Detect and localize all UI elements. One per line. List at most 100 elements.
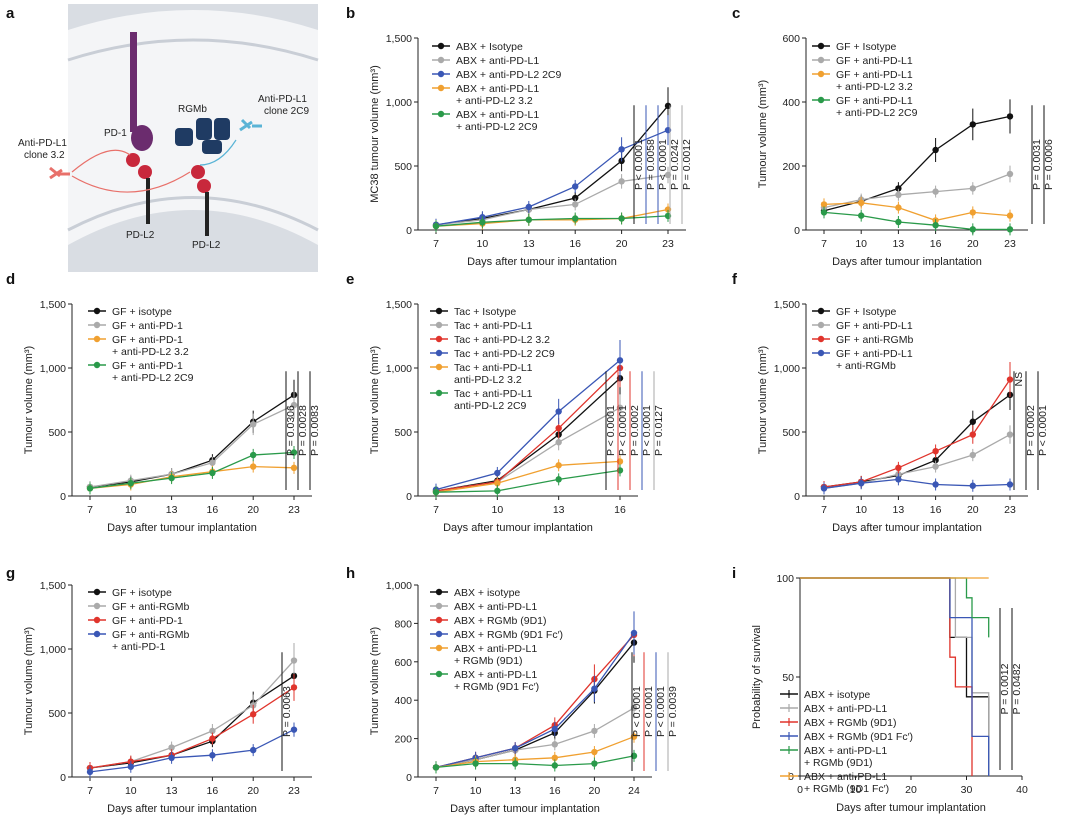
legend-label-e: anti-PD-L2 3.2 <box>454 374 522 386</box>
pvalue-label-d: P = 0.0306 <box>285 405 297 456</box>
panel-f-chart: f 0 500 1,000 1,500 7 10 13 16 20 23 Days after tum… <box>732 271 1049 534</box>
legend-label-g: + anti-PD-1 <box>112 641 166 653</box>
y-tick-label-g: 1,500 <box>40 580 66 592</box>
legend-label-e: anti-PD-L2 2C9 <box>454 400 527 412</box>
series-line-b-2 <box>435 129 669 226</box>
data-point-d <box>250 451 257 459</box>
y-tick-label-d: 1,000 <box>40 363 66 375</box>
data-point-g <box>86 768 94 776</box>
data-point-b <box>618 146 625 153</box>
series-line-c-1 <box>823 173 1011 209</box>
antibody-left-label-line2: clone 3.2 <box>24 150 65 161</box>
data-point-c <box>932 222 939 229</box>
legend-label-c: GF + anti-PD-L1 <box>836 69 913 81</box>
legend-label-i: + RGMb (9D1 Fc′) <box>804 783 889 795</box>
data-point-h <box>630 629 638 637</box>
x-tick-label-c: 16 <box>930 238 942 250</box>
legend-swatch-dot-c <box>817 42 825 50</box>
x-tick-label-c: 10 <box>855 238 867 250</box>
legend-label-e: Tac + Isotype <box>454 306 516 318</box>
rgmb-block-1 <box>175 128 193 146</box>
x-tick-label-f: 13 <box>893 504 905 516</box>
series-line-g-2 <box>89 686 295 769</box>
y-axis-title-i: Probability of survival <box>751 625 763 729</box>
data-point-f <box>1006 431 1014 438</box>
pvalue-label-b: P < 0.0001 <box>633 139 645 190</box>
data-point-h <box>432 764 440 771</box>
data-point-c <box>969 209 976 216</box>
series-line-h-5 <box>435 755 635 769</box>
pdl2-right-stalk <box>205 192 209 236</box>
legend-swatch-dot-e <box>435 349 443 357</box>
pvalue-label-h: P < 0.0001 <box>631 686 643 737</box>
series-line-e-4 <box>435 460 621 493</box>
legend-label-f: + anti-RGMb <box>836 360 896 372</box>
legend-swatch-dot-h <box>435 670 443 678</box>
legend-swatch-dot-f <box>817 321 825 329</box>
legend-label-e: Tac + anti-PD-L2 2C9 <box>454 348 555 360</box>
y-tick-label-h: 0 <box>406 772 412 784</box>
y-tick-label-g: 0 <box>60 772 66 784</box>
legend-label-d: GF + anti-PD-1 <box>112 334 183 346</box>
data-point-g <box>209 735 216 742</box>
data-point-f <box>969 482 976 489</box>
series-line-f-0 <box>823 394 1011 488</box>
data-point-c <box>969 185 976 192</box>
series-line-e-5 <box>435 469 621 493</box>
data-point-e <box>555 476 562 483</box>
membrane-bottom-edge <box>67 196 319 232</box>
data-point-c <box>858 212 865 219</box>
x-tick-label-h: 24 <box>628 785 640 797</box>
data-point-e <box>555 439 562 446</box>
series-line-c-0 <box>823 115 1011 212</box>
y-tick-label-g: 500 <box>48 708 66 720</box>
x-tick-label-i: 30 <box>961 784 973 796</box>
panel-g-chart: g 0 500 1,000 1,500 7 10 13 16 20 23 Days after tum… <box>6 565 312 815</box>
legend-swatch-dot-d <box>93 307 101 315</box>
panel-d-chart: d 0 500 1,000 1,500 7 10 13 16 20 23 Days after tum… <box>6 271 321 534</box>
legend-label-c: GF + anti-PD-L1 <box>836 95 913 107</box>
y-tick-label-i: 100 <box>776 573 794 585</box>
x-axis-title-h: Days after tumour implantation <box>450 803 600 815</box>
data-point-h <box>551 762 558 769</box>
x-tick-label-b: 16 <box>569 238 581 250</box>
data-point-e <box>555 462 562 469</box>
y-tick-label-d: 500 <box>48 427 66 439</box>
pvalue-label-e: P < 0.0001 <box>617 405 629 456</box>
data-point-h <box>472 760 479 767</box>
x-axis-title-i: Days after tumour implantation <box>836 802 986 814</box>
legend-label-g: GF + isotype <box>112 587 172 599</box>
data-point-h <box>551 725 558 733</box>
data-point-h <box>551 741 558 748</box>
legend-label-i: ABX + anti-PD-L1 <box>804 703 887 715</box>
data-point-g <box>168 754 175 761</box>
arrow-2c9-to-pdl2 <box>199 139 237 166</box>
panel-e-chart: e 0 500 1,000 1,500 7 10 13 16 Days after tumour … <box>346 271 665 534</box>
y-tick-label-f: 1,500 <box>774 299 800 311</box>
pvalue-label-b: P = 0.0058 <box>645 139 657 190</box>
x-tick-label-h: 16 <box>549 785 561 797</box>
legend-swatch-dot-e <box>435 307 443 315</box>
series-line-b-4 <box>435 215 669 227</box>
legend-swatch-dot-e <box>435 389 443 397</box>
data-point-f <box>1006 481 1014 488</box>
y-tick-label-h: 1,000 <box>386 580 412 592</box>
legend-label-h: ABX + anti-PD-L1 <box>454 601 537 613</box>
legend-swatch-dot-h <box>435 602 443 610</box>
panel-label-c: c <box>732 5 740 22</box>
pdl2-right-head-2 <box>197 179 211 193</box>
legend-label-b: ABX + anti-PD-L1 <box>456 109 539 121</box>
pvalue-label-e: P = 0.0002 <box>629 405 641 456</box>
x-tick-label-f: 7 <box>821 504 827 516</box>
x-axis-title-f: Days after tumour implantation <box>832 522 982 534</box>
data-point-g <box>168 744 175 751</box>
data-point-b <box>525 216 532 223</box>
pvalue-label-h: P < 0.0001 <box>655 686 667 737</box>
legend-label-d: + anti-PD-L2 2C9 <box>112 372 194 384</box>
data-point-g <box>250 746 257 754</box>
y-tick-label-d: 0 <box>60 491 66 503</box>
legend-swatch-dot-c <box>817 56 825 64</box>
legend-swatch-dot-g <box>93 588 101 596</box>
legend-swatch-dot-c <box>817 70 825 78</box>
series-line-e-2 <box>435 367 621 492</box>
